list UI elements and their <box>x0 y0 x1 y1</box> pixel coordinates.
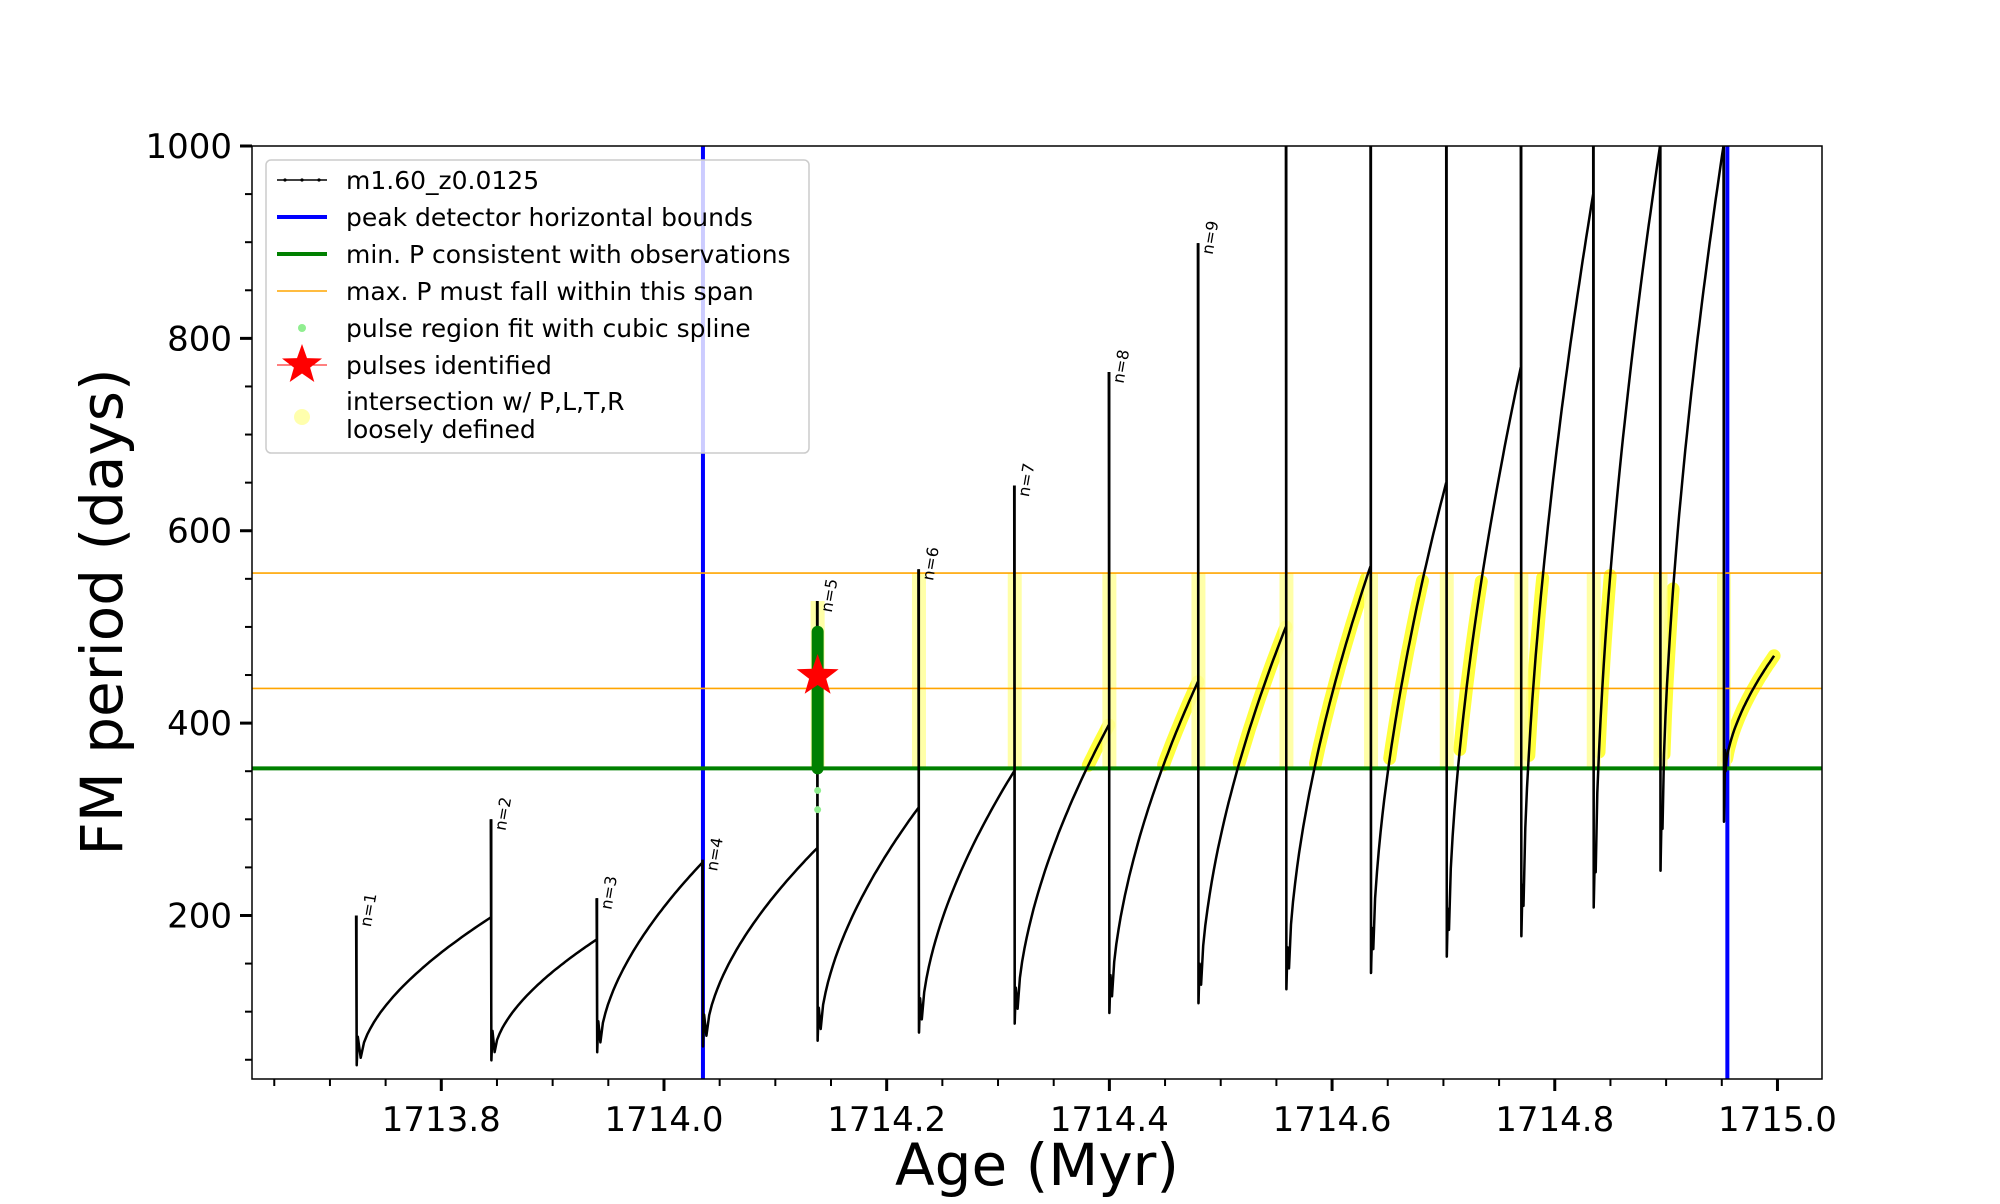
y-tick-label: 800 <box>167 319 232 359</box>
x-tick-label: 1714.8 <box>1495 1100 1614 1140</box>
pulse-label-n8: n=8 <box>1109 348 1134 385</box>
legend-label-spline: pulse region fit with cubic spline <box>346 314 751 343</box>
legend-label-model: m1.60_z0.0125 <box>346 166 539 195</box>
identified-pulse-star <box>796 654 839 694</box>
pulse-label-n5: n=5 <box>817 577 842 614</box>
model-cycle-9 <box>1196 243 1288 1005</box>
legend-label-min-period: min. P consistent with observations <box>346 240 791 269</box>
pulse-label-n9: n=9 <box>1198 219 1223 256</box>
model-curve-layer <box>354 146 1776 1067</box>
legend-label-intersection-line1: intersection w/ P,L,T,R <box>346 387 625 416</box>
model-cycle-4 <box>701 847 818 1048</box>
model-cycle-12 <box>1444 146 1523 958</box>
legend-entry-min-period: min. P consistent with observations <box>277 240 791 269</box>
x-tick-label: 1715.0 <box>1718 1100 1837 1140</box>
legend-dot-model <box>300 178 304 182</box>
spline-point-1 <box>814 806 822 814</box>
model-cycle-1 <box>354 915 492 1067</box>
plot-frame <box>251 145 1823 1080</box>
markers-layer <box>796 625 839 814</box>
intersection-arc-16 <box>1720 649 1781 766</box>
pulse-label-n7: n=7 <box>1014 462 1039 499</box>
legend-entry-model: m1.60_z0.0125 <box>277 166 539 195</box>
pulse-label-n4: n=4 <box>702 836 727 873</box>
x-tick-label: 1714.2 <box>827 1100 946 1140</box>
x-tick-label: 1713.8 <box>382 1100 501 1140</box>
x-axis-title: Age (Myr) <box>895 1131 1179 1199</box>
legend-label-max-period-span: max. P must fall within this span <box>346 277 754 306</box>
pulse-label-n1: n=1 <box>356 892 381 929</box>
x-tick-label: 1714.0 <box>605 1100 724 1140</box>
legend-label-peak-bounds: peak detector horizontal bounds <box>346 203 753 232</box>
spline-point-2 <box>814 786 822 794</box>
pulse-label-n6: n=6 <box>918 545 943 582</box>
model-cycle-10 <box>1284 146 1372 991</box>
pulse-label-n3: n=3 <box>596 874 621 911</box>
model-cycle-14 <box>1591 146 1662 909</box>
pulse-label-n2: n=2 <box>491 795 516 832</box>
model-cycle-13 <box>1519 146 1595 938</box>
model-cycle-16 <box>1722 146 1776 823</box>
model-cycle-6 <box>917 569 1016 1034</box>
y-axis-title: FM period (days) <box>68 368 136 855</box>
intersection-regions-layer <box>810 569 1781 772</box>
model-cycle-2 <box>489 819 598 1062</box>
x-tick-label: 1714.4 <box>1050 1100 1169 1140</box>
legend-entry-intersection: intersection w/ P,L,T,R loosely defined <box>294 387 625 444</box>
legend-star-icon <box>282 344 322 382</box>
model-cycle-8 <box>1107 371 1200 1015</box>
model-cycle-3 <box>595 861 704 1054</box>
y-tick-label: 1000 <box>145 127 232 167</box>
legend-dot-spline <box>298 324 306 332</box>
axes-layer: 1713.8 1714.0 1714.2 1714.4 1714.6 1714.8 1715… <box>145 127 1836 1140</box>
legend-entry-pulses: pulses identified <box>277 344 552 382</box>
legend-dot-intersection <box>294 409 310 425</box>
y-tick-label: 200 <box>167 896 232 936</box>
x-tick-label: 1714.6 <box>1273 1100 1392 1140</box>
legend-entry-spline: pulse region fit with cubic spline <box>298 314 751 343</box>
legend-entry-peak-bounds: peak detector horizontal bounds <box>277 203 753 232</box>
legend-label-pulses: pulses identified <box>346 351 552 380</box>
legend-box <box>265 159 810 454</box>
model-cycle-15 <box>1658 146 1725 873</box>
legend-entry-max-period-span: max. P must fall within this span <box>277 277 754 306</box>
model-cycle-7 <box>1012 485 1110 1025</box>
legend-dot-model <box>317 178 321 182</box>
model-cycle-5 <box>815 600 920 1043</box>
legend-label-intersection-line2: loosely defined <box>346 415 536 444</box>
legend-dot-model <box>283 178 287 182</box>
model-cycle-11 <box>1369 146 1448 975</box>
y-tick-label: 600 <box>167 512 232 552</box>
legend: m1.60_z0.0125 peak detector horizontal b… <box>265 159 810 454</box>
y-tick-label: 400 <box>167 704 232 744</box>
